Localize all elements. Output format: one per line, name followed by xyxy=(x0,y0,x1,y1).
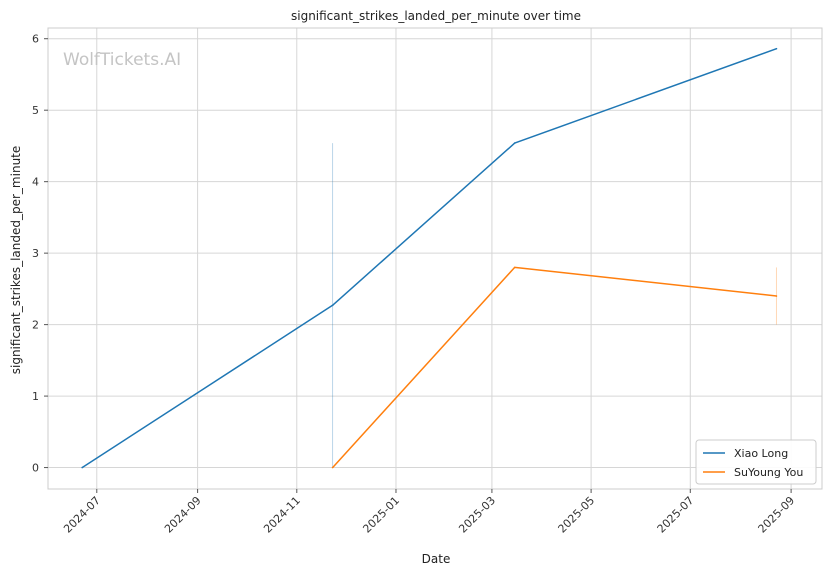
y-tick-label: 1 xyxy=(32,390,39,403)
series-0-line xyxy=(81,47,777,469)
legend-label: SuYoung You xyxy=(734,466,803,479)
series-0-point xyxy=(513,142,516,144)
series-0-point xyxy=(81,466,83,469)
y-tick-label: 0 xyxy=(32,462,39,475)
series-1-point xyxy=(775,295,778,297)
legend-label: Xiao Long xyxy=(734,447,788,460)
y-tick-label: 5 xyxy=(32,104,39,117)
legend: Xiao Long SuYoung You xyxy=(695,439,817,485)
watermark-text: WolfTickets.AI xyxy=(63,50,181,70)
series-1-point xyxy=(331,466,334,469)
y-tick-label: 2 xyxy=(32,319,39,332)
grid-lines xyxy=(48,28,822,489)
y-tick-label: 3 xyxy=(32,247,39,260)
x-axis-title: Date xyxy=(422,552,451,566)
chart-title: significant_strikes_landed_per_minute ov… xyxy=(291,9,581,23)
y-axis-title: significant_strikes_landed_per_minute xyxy=(9,146,23,375)
plot-area-frame xyxy=(47,27,823,490)
series-1-point xyxy=(513,266,516,269)
y-axis-ticks: 0 1 2 3 4 5 6 xyxy=(32,33,48,475)
legend-box xyxy=(695,439,817,485)
series-0-point xyxy=(775,47,778,50)
y-tick-label: 4 xyxy=(32,176,39,189)
series-0-point xyxy=(331,304,334,307)
y-tick-label: 6 xyxy=(32,33,39,46)
series-lines xyxy=(81,47,778,469)
